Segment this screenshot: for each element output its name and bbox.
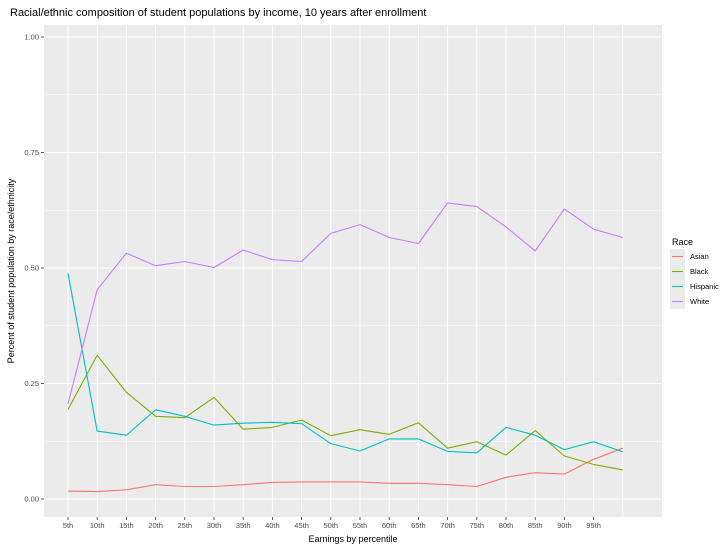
- x-tick-label: 55th: [353, 521, 368, 530]
- x-tick-label: 45th: [294, 521, 309, 530]
- x-tick-label: 10th: [90, 521, 105, 530]
- x-tick-label: 50th: [323, 521, 338, 530]
- x-tick-label: 25th: [177, 521, 192, 530]
- y-tick-label: 0.25: [24, 379, 39, 388]
- legend-label-white: White: [690, 297, 709, 306]
- x-tick-label: 60th: [382, 521, 397, 530]
- major-gridlines: [44, 25, 662, 517]
- y-tick-label: 0.50: [24, 264, 39, 273]
- x-tick-label: 30th: [207, 521, 222, 530]
- x-tick-label: 75th: [469, 521, 484, 530]
- legend-title: Race: [672, 237, 693, 247]
- x-tick-label: 70th: [440, 521, 455, 530]
- y-tick-label: 0.00: [24, 495, 39, 504]
- x-tick-label: 20th: [148, 521, 163, 530]
- series-layer: [67, 202, 623, 493]
- series-line-white: [67, 202, 623, 404]
- minor-gridlines: [44, 94, 662, 442]
- x-tick-label: 40th: [265, 521, 280, 530]
- x-tick-label: 65th: [411, 521, 426, 530]
- x-axis-title: Earnings by percentile: [308, 534, 397, 544]
- x-tick-label: 90th: [557, 521, 572, 530]
- series-line-asian: [67, 447, 623, 493]
- x-tick-label: 35th: [236, 521, 251, 530]
- y-axis: 0.00 0.25 0.50 0.75 1.00: [24, 33, 44, 504]
- x-tick-label: 80th: [499, 521, 514, 530]
- x-axis: 5th 10th 15th 20th 25th 30th 35th 40th 45th 50th 5…: [63, 517, 601, 530]
- series-line-hispanic: [67, 273, 623, 454]
- x-tick-label: 95th: [586, 521, 601, 530]
- legend-label-hispanic: Hispanic: [690, 282, 719, 291]
- y-axis-title: Percent of student population by race/et…: [6, 178, 16, 363]
- legend: Race Asian Black Hispanic White: [670, 237, 719, 309]
- x-tick-label: 85th: [528, 521, 543, 530]
- y-tick-label: 0.75: [24, 148, 39, 157]
- legend-label-asian: Asian: [690, 252, 709, 261]
- legend-label-black: Black: [690, 267, 709, 276]
- x-tick-label: 5th: [63, 521, 73, 530]
- series-line-black: [67, 354, 623, 471]
- plot-panel: [44, 25, 662, 517]
- x-tick-label: 15th: [119, 521, 134, 530]
- chart-title: Racial/ethnic composition of student pop…: [10, 7, 426, 19]
- y-tick-label: 1.00: [24, 33, 39, 42]
